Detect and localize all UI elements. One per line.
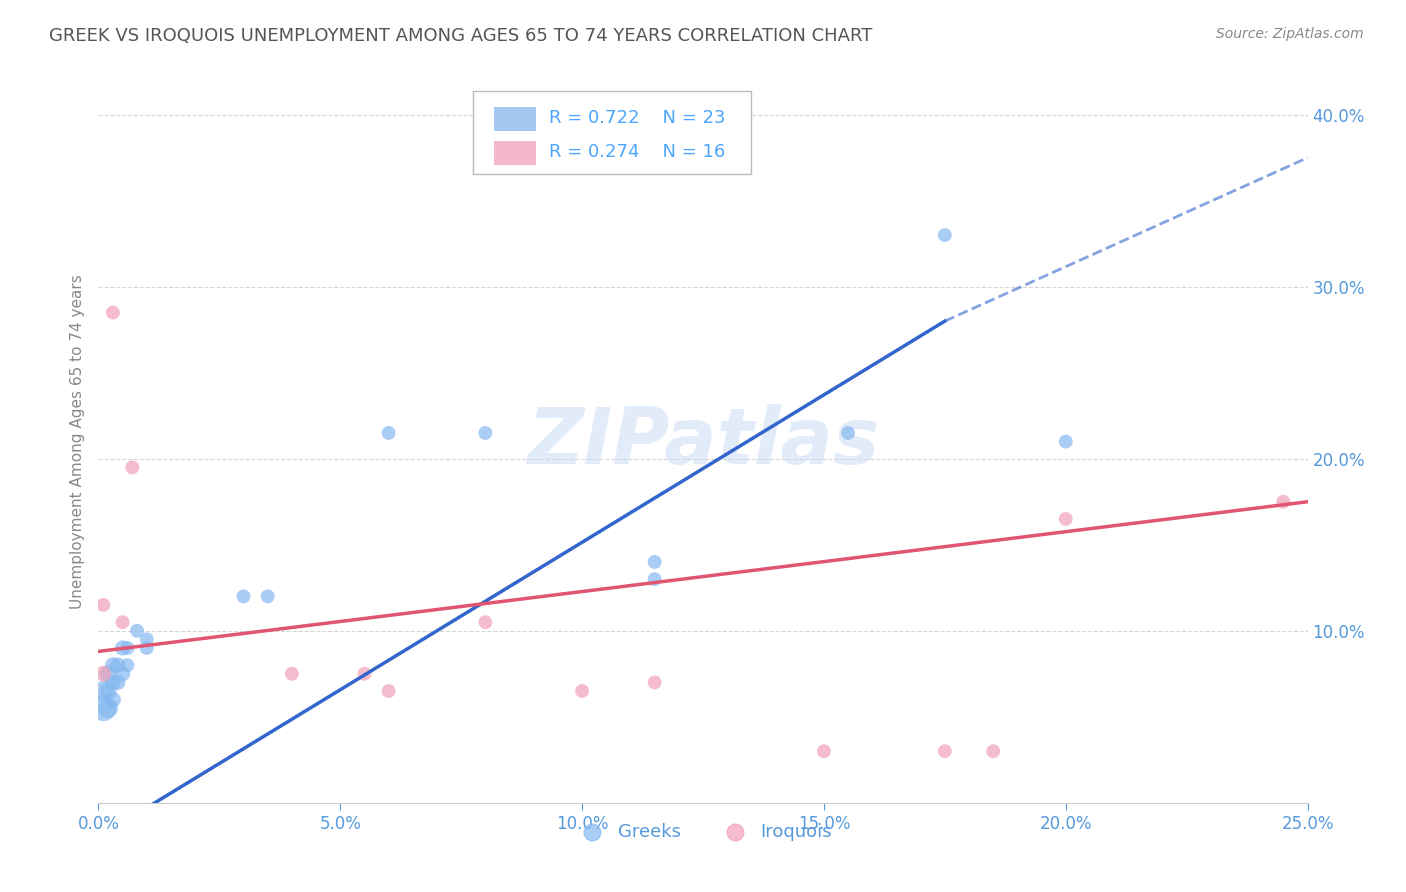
Point — [256, 590, 278, 604]
Point — [107, 675, 129, 690]
Point — [644, 675, 666, 690]
Point — [1054, 434, 1077, 449]
Text: R = 0.722    N = 23: R = 0.722 N = 23 — [550, 110, 725, 128]
Point — [107, 658, 129, 673]
Point — [474, 425, 496, 440]
FancyBboxPatch shape — [494, 107, 536, 131]
Point — [117, 658, 139, 673]
Point — [101, 692, 124, 706]
Text: Source: ZipAtlas.com: Source: ZipAtlas.com — [1216, 27, 1364, 41]
Point — [934, 744, 956, 758]
Point — [644, 555, 666, 569]
Text: GREEK VS IROQUOIS UNEMPLOYMENT AMONG AGES 65 TO 74 YEARS CORRELATION CHART: GREEK VS IROQUOIS UNEMPLOYMENT AMONG AGE… — [49, 27, 873, 45]
Point — [111, 615, 134, 630]
Point — [91, 684, 114, 698]
Point — [97, 684, 120, 698]
Point — [111, 666, 134, 681]
Point — [101, 675, 124, 690]
Point — [837, 425, 859, 440]
Text: ZIPatlas: ZIPatlas — [527, 403, 879, 480]
Point — [377, 425, 399, 440]
FancyBboxPatch shape — [494, 141, 536, 165]
Point — [111, 640, 134, 655]
Point — [644, 572, 666, 586]
Point — [934, 228, 956, 243]
Legend: Greeks, Iroquois: Greeks, Iroquois — [567, 815, 839, 848]
Point — [117, 640, 139, 655]
Point — [377, 684, 399, 698]
Point — [474, 615, 496, 630]
Point — [101, 658, 124, 673]
Point — [127, 624, 149, 638]
Point — [981, 744, 1004, 758]
Point — [232, 590, 254, 604]
Point — [813, 744, 835, 758]
Point — [353, 666, 375, 681]
Point — [1272, 494, 1295, 508]
Point — [571, 684, 593, 698]
Point — [101, 305, 124, 319]
Text: R = 0.274    N = 16: R = 0.274 N = 16 — [550, 144, 725, 161]
Y-axis label: Unemployment Among Ages 65 to 74 years: Unemployment Among Ages 65 to 74 years — [69, 274, 84, 609]
Point — [97, 701, 120, 715]
Point — [91, 666, 114, 681]
Point — [281, 666, 304, 681]
Point — [135, 640, 157, 655]
FancyBboxPatch shape — [474, 91, 751, 174]
Point — [97, 666, 120, 681]
Point — [1054, 512, 1077, 526]
Point — [91, 598, 114, 612]
Point — [135, 632, 157, 647]
Point — [121, 460, 143, 475]
Point — [91, 701, 114, 715]
